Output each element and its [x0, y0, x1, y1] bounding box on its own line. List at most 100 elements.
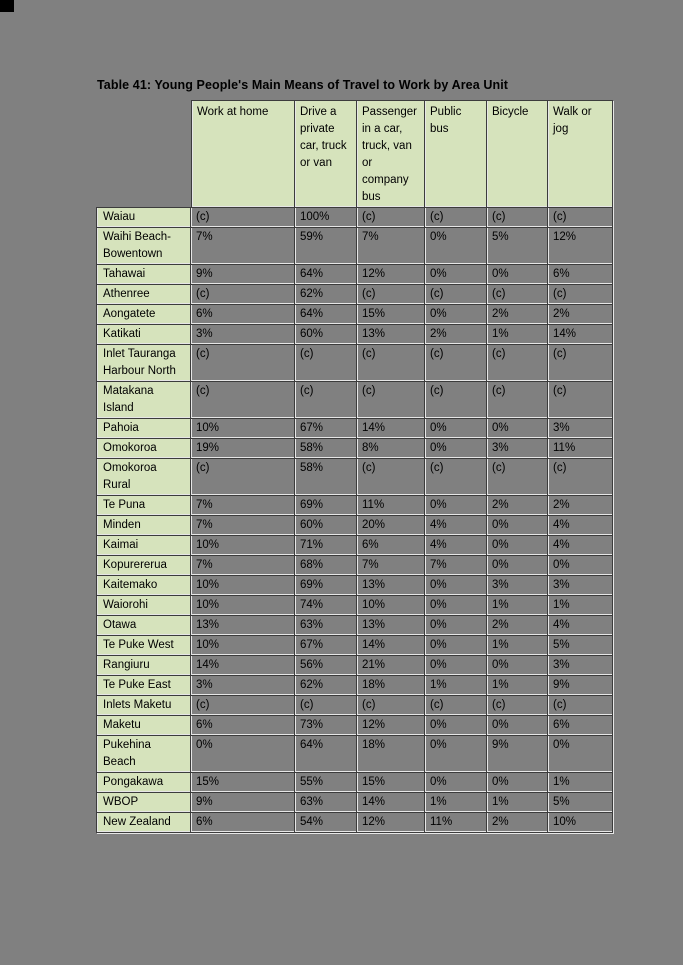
table-row: Kaimai 10% 71% 6% 4% 0% 4%: [96, 536, 613, 556]
value-cell: 3%: [191, 325, 295, 345]
value-cell: 11%: [548, 439, 613, 459]
value-cell: 6%: [191, 716, 295, 736]
area-name-cell: Rangiuru: [96, 656, 191, 676]
value-cell: 14%: [357, 636, 425, 656]
value-cell: 7%: [191, 228, 295, 265]
value-cell: 0%: [425, 773, 487, 793]
table-row: Inlet Tauranga Harbour North (c) (c) (c) (c)…: [96, 345, 613, 382]
value-cell: 1%: [425, 676, 487, 696]
table-row: Waihi Beach-Bowentown 7% 59% 7% 0% 5% 12%: [96, 228, 613, 265]
table-row: Omokoroa Rural (c) 58% (c) (c) (c) (c): [96, 459, 613, 496]
value-cell: 4%: [425, 536, 487, 556]
value-cell: 9%: [191, 265, 295, 285]
value-cell: 68%: [295, 556, 357, 576]
value-cell: (c): [191, 459, 295, 496]
area-name-cell: Otawa: [96, 616, 191, 636]
value-cell: 12%: [357, 716, 425, 736]
table-row: Waiau (c) 100% (c) (c) (c) (c): [96, 208, 613, 228]
value-cell: 2%: [487, 496, 548, 516]
value-cell: 3%: [548, 656, 613, 676]
value-cell: 15%: [357, 773, 425, 793]
area-name-cell: WBOP: [96, 793, 191, 813]
value-cell: 1%: [487, 793, 548, 813]
value-cell: 0%: [425, 305, 487, 325]
value-cell: 60%: [295, 516, 357, 536]
value-cell: 5%: [487, 228, 548, 265]
value-cell: 0%: [487, 265, 548, 285]
table-row: Maketu 6% 73% 12% 0% 0% 6%: [96, 716, 613, 736]
table-row: Kopurererua 7% 68% 7% 7% 0% 0%: [96, 556, 613, 576]
value-cell: 63%: [295, 616, 357, 636]
value-cell: 14%: [357, 419, 425, 439]
value-cell: 58%: [295, 439, 357, 459]
value-cell: 0%: [487, 536, 548, 556]
value-cell: (c): [191, 345, 295, 382]
column-header: Public bus: [425, 100, 487, 208]
value-cell: (c): [487, 345, 548, 382]
value-cell: 0%: [487, 419, 548, 439]
value-cell: (c): [425, 382, 487, 419]
value-cell: 60%: [295, 325, 357, 345]
value-cell: 69%: [295, 496, 357, 516]
value-cell: 100%: [295, 208, 357, 228]
value-cell: 2%: [425, 325, 487, 345]
table-row: Aongatete 6% 64% 15% 0% 2% 2%: [96, 305, 613, 325]
area-name-cell: Matakana Island: [96, 382, 191, 419]
value-cell: 0%: [425, 419, 487, 439]
value-cell: (c): [295, 696, 357, 716]
value-cell: 12%: [357, 813, 425, 833]
value-cell: 6%: [548, 265, 613, 285]
value-cell: 0%: [548, 736, 613, 773]
value-cell: 64%: [295, 736, 357, 773]
value-cell: 7%: [357, 556, 425, 576]
table-row: Katikati 3% 60% 13% 2% 1% 14%: [96, 325, 613, 345]
area-name-cell: Minden: [96, 516, 191, 536]
value-cell: 13%: [357, 576, 425, 596]
area-name-cell: Tahawai: [96, 265, 191, 285]
table-row: Pahoia 10% 67% 14% 0% 0% 3%: [96, 419, 613, 439]
value-cell: (c): [357, 459, 425, 496]
value-cell: (c): [548, 382, 613, 419]
value-cell: 10%: [191, 576, 295, 596]
value-cell: 73%: [295, 716, 357, 736]
value-cell: 2%: [487, 616, 548, 636]
value-cell: 0%: [487, 516, 548, 536]
value-cell: 7%: [357, 228, 425, 265]
value-cell: 10%: [191, 636, 295, 656]
area-name-cell: Inlet Tauranga Harbour North: [96, 345, 191, 382]
value-cell: 2%: [548, 496, 613, 516]
value-cell: 0%: [191, 736, 295, 773]
value-cell: 12%: [357, 265, 425, 285]
table-row: Matakana Island (c) (c) (c) (c) (c) (c): [96, 382, 613, 419]
value-cell: 3%: [487, 576, 548, 596]
value-cell: (c): [487, 382, 548, 419]
value-cell: 6%: [548, 716, 613, 736]
area-name-cell: Kaitemako: [96, 576, 191, 596]
value-cell: 14%: [357, 793, 425, 813]
value-cell: 18%: [357, 736, 425, 773]
table-title: Table 41: Young People's Main Means of T…: [97, 78, 509, 92]
value-cell: 11%: [425, 813, 487, 833]
value-cell: (c): [425, 285, 487, 305]
table-row: Inlets Maketu (c) (c) (c) (c) (c) (c): [96, 696, 613, 716]
value-cell: 58%: [295, 459, 357, 496]
area-name-cell: Athenree: [96, 285, 191, 305]
column-header: Passenger in a car, truck, van or compan…: [357, 100, 425, 208]
value-cell: 5%: [548, 793, 613, 813]
table-row: Te Puke East 3% 62% 18% 1% 1% 9%: [96, 676, 613, 696]
value-cell: 6%: [191, 305, 295, 325]
value-cell: 11%: [357, 496, 425, 516]
table-header: Work at home Drive a private car, truck o…: [96, 100, 613, 208]
value-cell: 56%: [295, 656, 357, 676]
value-cell: 0%: [487, 556, 548, 576]
value-cell: 14%: [548, 325, 613, 345]
value-cell: 0%: [425, 439, 487, 459]
table-row: Te Puke West 10% 67% 14% 0% 1% 5%: [96, 636, 613, 656]
column-header: Bicycle: [487, 100, 548, 208]
table-row: Kaitemako 10% 69% 13% 0% 3% 3%: [96, 576, 613, 596]
value-cell: 67%: [295, 419, 357, 439]
value-cell: 0%: [425, 596, 487, 616]
value-cell: 3%: [548, 419, 613, 439]
value-cell: (c): [191, 208, 295, 228]
area-name-cell: Waiorohi: [96, 596, 191, 616]
